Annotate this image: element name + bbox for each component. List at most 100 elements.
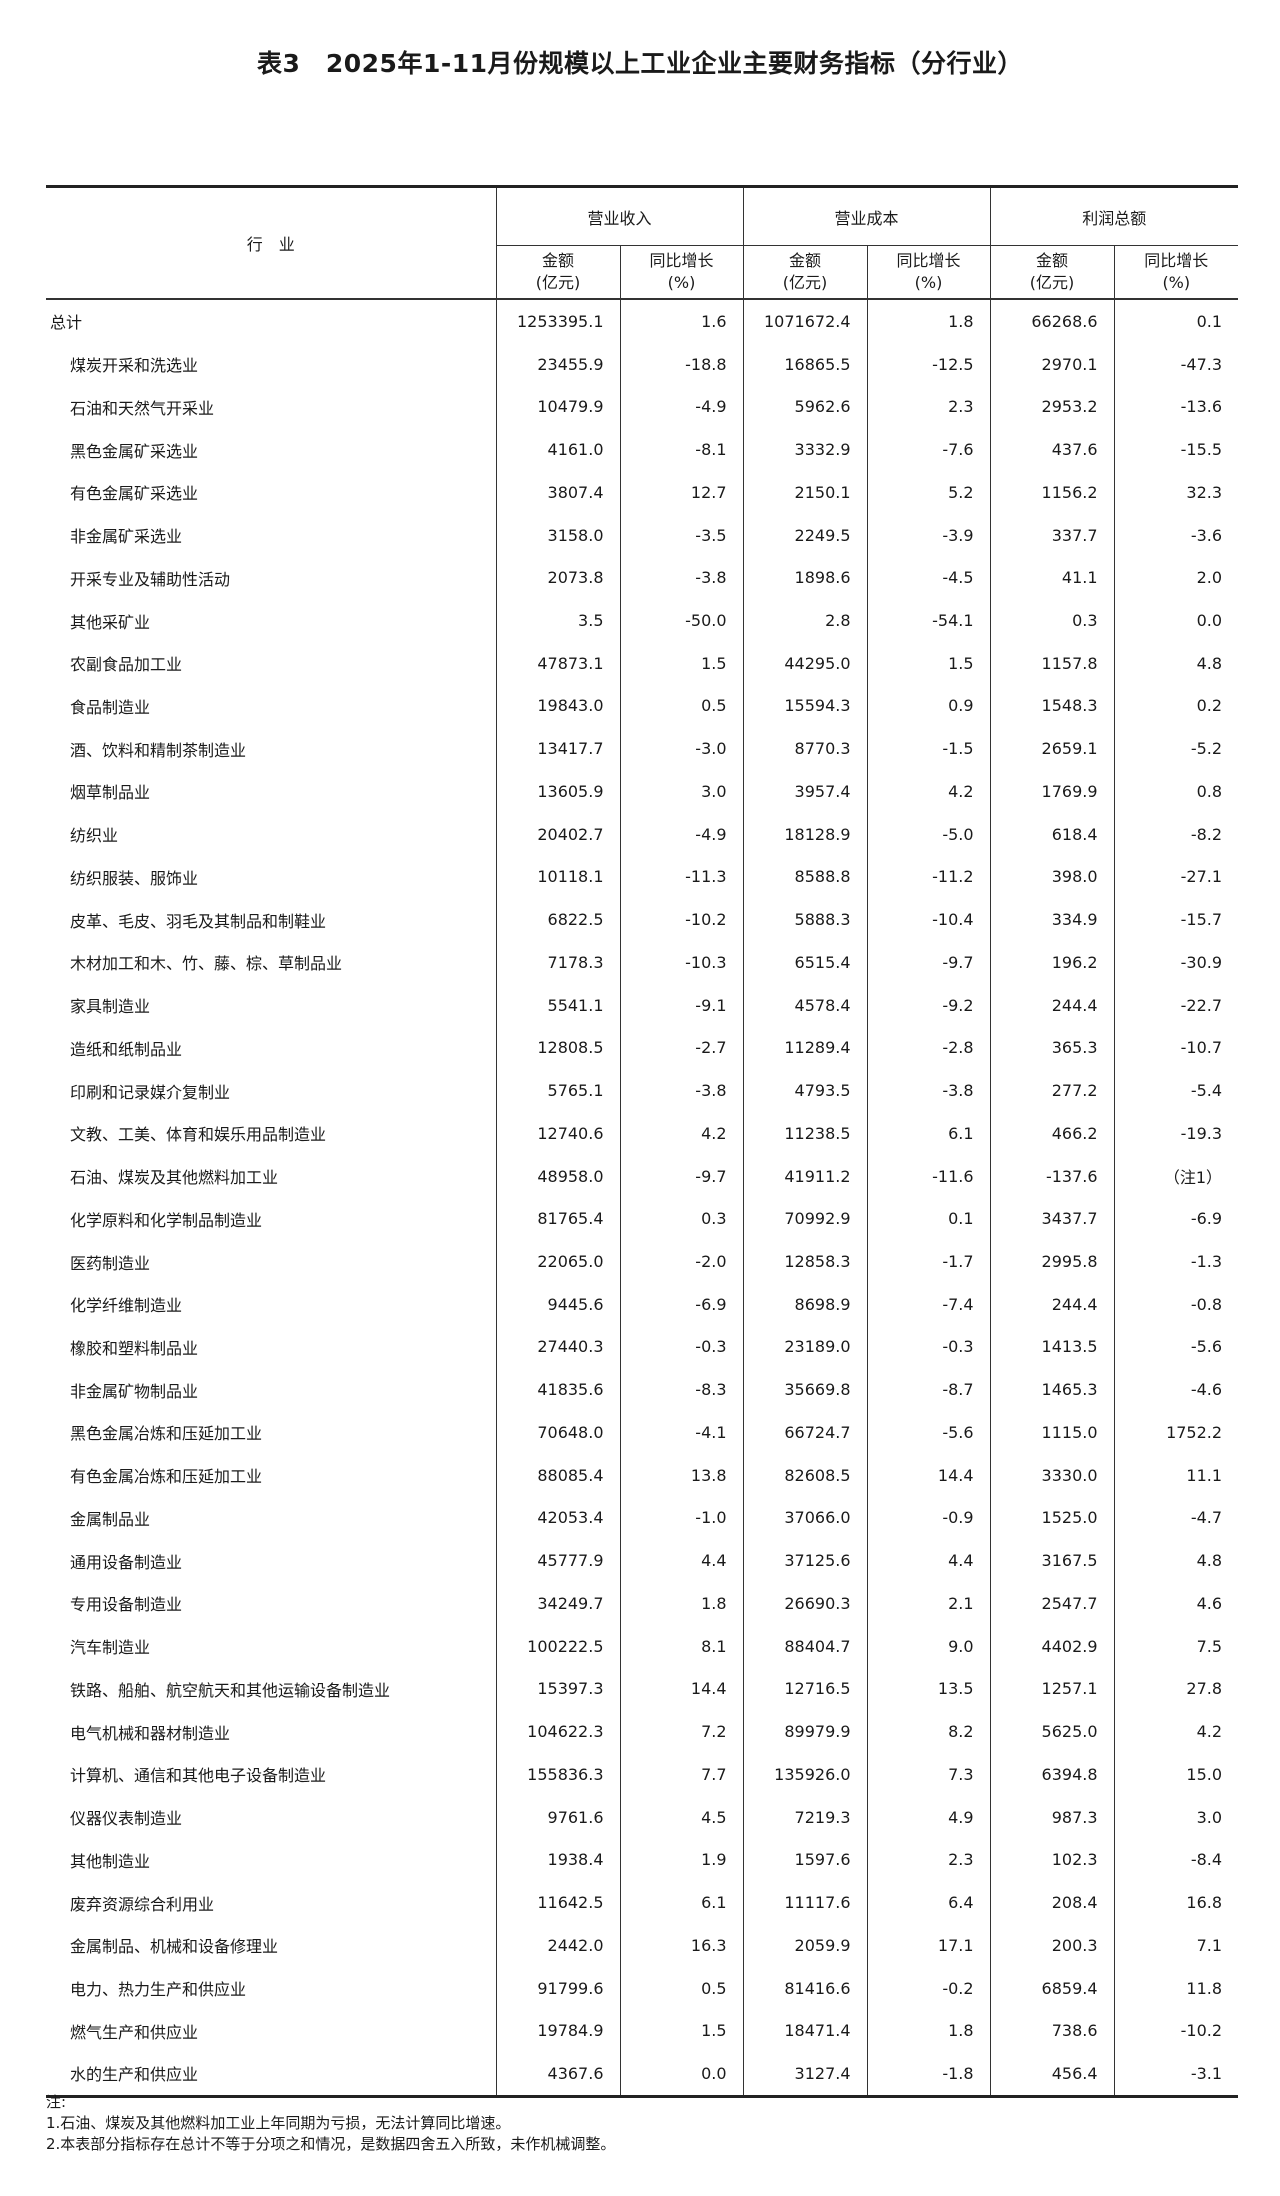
revenue-amount: 12808.5 xyxy=(495,1026,620,1070)
table-row: 皮革、毛皮、羽毛及其制品和制鞋业 6822.5 -10.2 5888.3 -10.4 33… xyxy=(46,898,1239,942)
profit-amount: -137.6 xyxy=(989,1154,1115,1198)
cost-growth: -1.5 xyxy=(866,727,991,771)
revenue-amount: 10479.9 xyxy=(495,385,620,429)
revenue-amount: 155836.3 xyxy=(495,1752,620,1796)
industry-name: 金属制品业 xyxy=(70,1509,151,1529)
profit-growth: -4.6 xyxy=(1113,1368,1239,1412)
cost-amount: 37066.0 xyxy=(742,1496,868,1540)
cost-amount: 66724.7 xyxy=(742,1411,868,1454)
profit-growth: 16.8 xyxy=(1113,1881,1239,1924)
profit-amount: 365.3 xyxy=(989,1026,1115,1070)
revenue-growth: 0.5 xyxy=(619,1966,744,2010)
table-row: 化学纤维制造业 9445.6 -6.9 8698.9 -7.4 244.4 -0.8 xyxy=(46,1282,1239,1326)
revenue-growth: -11.3 xyxy=(619,855,744,899)
profit-growth: 4.2 xyxy=(1113,1710,1239,1753)
industry-name: 黑色金属矿采选业 xyxy=(70,441,199,461)
table-row: 食品制造业 19843.0 0.5 15594.3 0.9 1548.3 0.2 xyxy=(46,684,1239,728)
revenue-amount: 22065.0 xyxy=(495,1240,620,1283)
revenue-growth: 4.5 xyxy=(619,1795,744,1839)
profit-growth: -10.7 xyxy=(1113,1026,1239,1070)
revenue-growth: -3.8 xyxy=(619,1069,744,1112)
revenue-growth: -18.8 xyxy=(619,342,744,386)
profit-growth: 4.8 xyxy=(1113,1539,1239,1583)
profit-growth: -6.9 xyxy=(1113,1197,1239,1241)
cost-amount: 12716.5 xyxy=(742,1667,868,1711)
revenue-amount: 9445.6 xyxy=(495,1282,620,1326)
revenue-growth: 4.2 xyxy=(619,1111,744,1155)
cost-amount: 88404.7 xyxy=(742,1624,868,1668)
cost-amount: 8588.8 xyxy=(742,855,868,899)
profit-growth: -15.7 xyxy=(1113,898,1239,942)
revenue-amount: 6822.5 xyxy=(495,898,620,942)
cost-growth: -9.7 xyxy=(866,941,991,984)
table-row: 黑色金属冶炼和压延加工业 70648.0 -4.1 66724.7 -5.6 1115.0… xyxy=(46,1411,1239,1454)
industry-name: 印刷和记录媒介复制业 xyxy=(70,1082,231,1102)
profit-amount: 41.1 xyxy=(989,556,1115,600)
revenue-growth: -4.9 xyxy=(619,812,744,856)
industry-name: 电力、热力生产和供应业 xyxy=(70,1980,247,1999)
profit-amount: 1413.5 xyxy=(989,1325,1115,1369)
amount-unit: (亿元) xyxy=(1029,273,1075,292)
revenue-amount: 13417.7 xyxy=(495,727,620,771)
table-row: 汽车制造业 100222.5 8.1 88404.7 9.0 4402.9 7.5 xyxy=(46,1624,1239,1668)
growth-subheader: 同比增长 (%) xyxy=(619,245,744,300)
revenue-amount: 2073.8 xyxy=(495,556,620,600)
revenue-amount: 13605.9 xyxy=(495,770,620,813)
industry-name: 金属制品、机械和设备修理业 xyxy=(70,1937,279,1957)
profit-growth: 15.0 xyxy=(1113,1752,1239,1796)
table-row: 仪器仪表制造业 9761.6 4.5 7219.3 4.9 987.3 3.0 xyxy=(46,1795,1239,1839)
profit-amount: 738.6 xyxy=(989,2009,1115,2053)
profit-amount: 3437.7 xyxy=(989,1197,1115,1241)
revenue-growth: 7.7 xyxy=(619,1752,744,1796)
cost-amount: 1071672.4 xyxy=(742,299,868,343)
cost-growth: 1.5 xyxy=(866,641,991,685)
cost-growth: -7.6 xyxy=(866,428,991,471)
revenue-amount: 19843.0 xyxy=(495,684,620,728)
profit-growth: 0.1 xyxy=(1113,299,1239,343)
cost-growth: 2.3 xyxy=(866,385,991,429)
profit-amount: 277.2 xyxy=(989,1069,1115,1112)
revenue-growth: 1.9 xyxy=(619,1838,744,1882)
cost-amount: 7219.3 xyxy=(742,1795,868,1839)
industry-name: 化学原料和化学制品制造业 xyxy=(70,1210,263,1230)
revenue-amount: 47873.1 xyxy=(495,641,620,685)
amount-subheader: 金额 (亿元) xyxy=(495,245,620,300)
cost-growth: 0.1 xyxy=(866,1197,991,1241)
revenue-growth: -9.1 xyxy=(619,983,744,1027)
revenue-growth: 0.3 xyxy=(619,1197,744,1241)
revenue-amount: 100222.5 xyxy=(495,1624,620,1668)
table-row: 计算机、通信和其他电子设备制造业 155836.3 7.7 135926.0 7.3 63… xyxy=(46,1752,1239,1796)
revenue-amount: 88085.4 xyxy=(495,1453,620,1497)
profit-amount: 337.7 xyxy=(989,513,1115,557)
cost-amount: 2059.9 xyxy=(742,1923,868,1967)
cost-header: 营业成本 xyxy=(742,185,991,246)
profit-amount: 3167.5 xyxy=(989,1539,1115,1583)
revenue-amount: 3.5 xyxy=(495,599,620,642)
profit-growth: -13.6 xyxy=(1113,385,1239,429)
cost-growth: -8.7 xyxy=(866,1368,991,1412)
revenue-growth: -2.0 xyxy=(619,1240,744,1283)
revenue-growth: -2.7 xyxy=(619,1026,744,1070)
revenue-growth: -10.3 xyxy=(619,941,744,984)
table-row: 化学原料和化学制品制造业 81765.4 0.3 70992.9 0.1 3437.7 -6… xyxy=(46,1197,1239,1241)
profit-amount: 2970.1 xyxy=(989,342,1115,386)
cost-amount: 2.8 xyxy=(742,599,868,642)
revenue-growth: 4.4 xyxy=(619,1539,744,1583)
revenue-amount: 27440.3 xyxy=(495,1325,620,1369)
industry-name: 煤炭开采和洗选业 xyxy=(70,356,199,376)
profit-growth: -5.2 xyxy=(1113,727,1239,771)
table-row: 其他制造业 1938.4 1.9 1597.6 2.3 102.3 -8.4 xyxy=(46,1838,1239,1882)
cost-amount: 11289.4 xyxy=(742,1026,868,1070)
profit-amount: 0.3 xyxy=(989,599,1115,642)
profit-growth: 0.8 xyxy=(1113,770,1239,813)
cost-growth: -11.2 xyxy=(866,855,991,899)
industry-header: 行 业 xyxy=(46,185,496,300)
profit-amount: 244.4 xyxy=(989,1282,1115,1326)
cost-growth: 0.9 xyxy=(866,684,991,728)
profit-growth: 3.0 xyxy=(1113,1795,1239,1839)
revenue-growth: -3.0 xyxy=(619,727,744,771)
table-row: 文教、工美、体育和娱乐用品制造业 12740.6 4.2 11238.5 6.1 466.… xyxy=(46,1111,1239,1155)
profit-growth: 2.0 xyxy=(1113,556,1239,600)
profit-growth: 0.0 xyxy=(1113,599,1239,642)
industry-name: 皮革、毛皮、羽毛及其制品和制鞋业 xyxy=(70,911,327,931)
